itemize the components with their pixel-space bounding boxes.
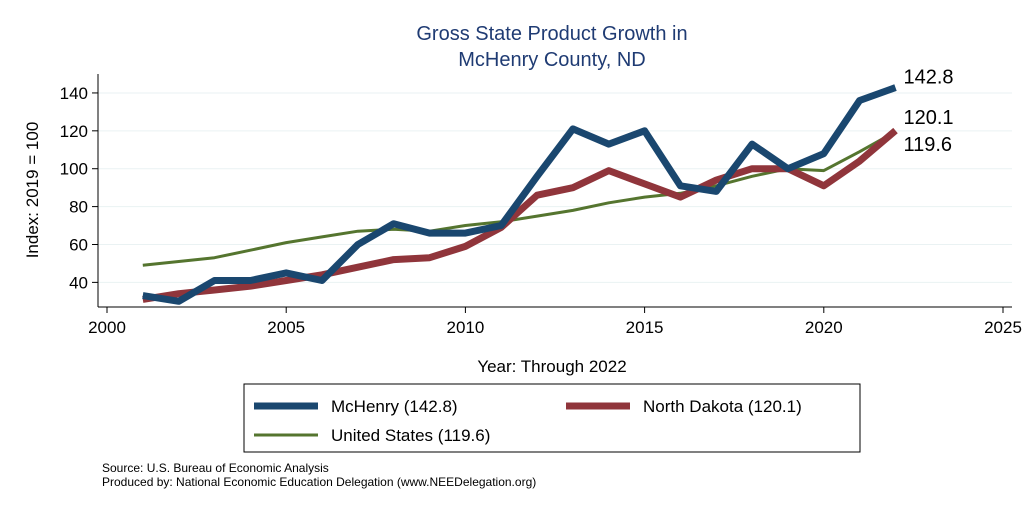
series-line-north-dakota (142, 127, 898, 303)
chart-title-line-1: Gross State Product Growth in (416, 23, 687, 45)
y-tick-label: 40 (69, 273, 88, 292)
legend-label-north-dakota: North Dakota (120.1) (643, 397, 802, 416)
y-ticks: 40 60 80 100 120 140 (60, 84, 98, 292)
y-tick-label: 120 (60, 122, 88, 141)
end-label-mchenry: 142.8 (903, 67, 953, 89)
gridlines (98, 92, 1012, 283)
source-note: Source: U.S. Bureau of Economic Analysis (102, 461, 329, 475)
legend-box (243, 383, 861, 453)
end-label-north-dakota: 120.1 (903, 107, 953, 129)
x-tick-label: 2015 (626, 318, 664, 337)
series-line-united-states (142, 130, 897, 267)
x-tick-label: 2010 (446, 318, 484, 337)
x-tick-label: 2020 (805, 318, 843, 337)
end-labels: 142.8 120.1 119.6 (903, 67, 953, 156)
legend: McHenry (142.8) North Dakota (120.1) Uni… (243, 383, 861, 453)
series-lines (142, 84, 898, 305)
series-line-mchenry (142, 84, 897, 305)
y-axis-label: Index: 2019 = 100 (23, 122, 42, 259)
x-tick-label: 2005 (267, 318, 305, 337)
x-tick-label: 2000 (88, 318, 126, 337)
y-tick-label: 100 (60, 160, 88, 179)
y-tick-label: 80 (69, 198, 88, 217)
chart-title-line-2: McHenry County, ND (458, 49, 645, 71)
x-tick-label: 2025 (984, 318, 1022, 337)
produced-by-note: Produced by: National Economic Education… (102, 475, 536, 489)
y-tick-label: 140 (60, 84, 88, 103)
legend-label-mchenry: McHenry (142.8) (331, 397, 458, 416)
axes (97, 74, 1012, 308)
end-label-united-states: 119.6 (903, 134, 952, 156)
legend-label-united-states: United States (119.6) (331, 426, 490, 445)
x-ticks: 2000 2005 2010 2015 2020 2025 (88, 307, 1022, 337)
x-axis-label: Year: Through 2022 (477, 357, 626, 376)
y-tick-label: 60 (69, 235, 88, 254)
